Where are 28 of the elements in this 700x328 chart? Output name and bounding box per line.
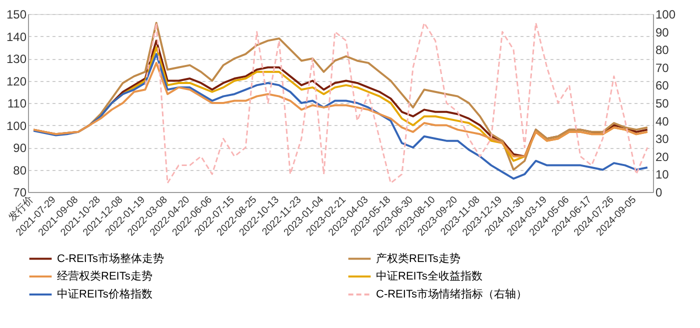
legend-label: C-REITs市场情绪指标（右轴） (376, 288, 527, 300)
y2-tick-label: 50 (656, 96, 670, 110)
y-tick-label: 130 (6, 52, 27, 66)
legend-label: C-REITs市场整体走势 (57, 252, 164, 265)
line-series (144, 22, 648, 184)
legend-label: 经营权类REITs走势 (57, 270, 152, 282)
y2-tick-label: 60 (656, 78, 670, 93)
y-tick-label: 110 (7, 96, 27, 110)
legend-label: 中证REITs价格指数 (57, 288, 152, 300)
y2-tick-label: 0 (656, 186, 662, 200)
y-tick-label: 150 (6, 8, 27, 22)
y-tick-label: 140 (6, 30, 27, 44)
y-tick-label: 90 (13, 141, 27, 155)
y-tick-label: 100 (6, 118, 27, 133)
y-tick-label: 80 (13, 163, 27, 178)
legend-label: 产权类REITs走势 (376, 252, 460, 265)
y2-tick-label: 10 (656, 168, 670, 182)
line-series (32, 62, 648, 158)
legend-label: 中证REITs全收益指数 (376, 270, 482, 282)
y2-tick-label: 30 (656, 132, 670, 146)
line-series (32, 53, 648, 180)
y-tick-label: 120 (6, 74, 27, 88)
y2-tick-label: 70 (656, 60, 670, 75)
y2-tick-label: 100 (656, 8, 676, 22)
y2-tick-label: 90 (656, 25, 670, 40)
y2-tick-label: 80 (656, 43, 670, 58)
y2-tick-label: 20 (656, 150, 670, 164)
y2-tick-label: 40 (656, 114, 670, 128)
